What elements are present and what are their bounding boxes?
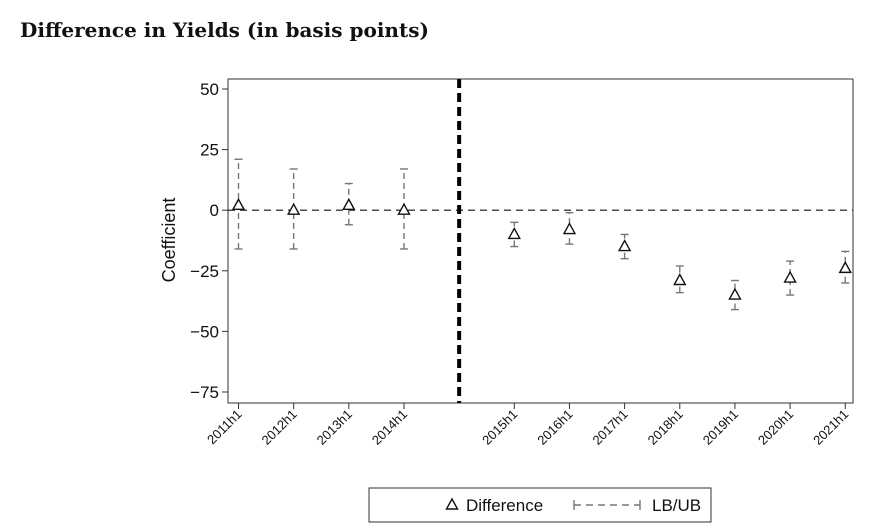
data-point-marker xyxy=(728,287,742,300)
legend: Difference LB/UB xyxy=(368,487,712,523)
y-tick-label: 25 xyxy=(200,141,219,160)
legend-label-lbub: LB/UB xyxy=(652,496,701,515)
legend-triangle-symbol xyxy=(445,497,459,510)
x-tick-label: 2013h1 xyxy=(314,407,355,448)
data-point-marker xyxy=(617,239,632,252)
plot-frame xyxy=(227,78,854,404)
x-tick-label: 2020h1 xyxy=(755,407,796,448)
x-tick-label: 2014h1 xyxy=(369,407,410,448)
plot-area-border xyxy=(227,78,854,404)
data-point-marker xyxy=(507,226,521,240)
x-tick-label: 2018h1 xyxy=(645,407,686,448)
y-tick-label: −75 xyxy=(190,383,219,402)
y-tick-label: −50 xyxy=(190,322,219,341)
x-tick-label: 2021h1 xyxy=(810,407,851,448)
y-tick-label: 0 xyxy=(210,201,219,220)
data-point-marker xyxy=(342,197,356,211)
data-point-marker xyxy=(838,260,852,274)
legend-box xyxy=(368,487,712,523)
data-point-marker xyxy=(673,273,687,286)
chart-title: Difference in Yields (in basis points) xyxy=(20,18,429,42)
x-axis: 2011h1 2012h1 2013h1 2014h1 2015h1 2016h1 2017… xyxy=(204,403,851,448)
legend-label-difference: Difference xyxy=(466,496,543,515)
x-tick-label: 2012h1 xyxy=(258,407,299,448)
y-axis: 50 25 0 −25 −50 −75 xyxy=(190,80,228,402)
data-point-marker xyxy=(231,197,246,211)
x-tick-label: 2016h1 xyxy=(534,407,575,448)
data-point-marker xyxy=(286,202,301,215)
x-tick-label: 2019h1 xyxy=(700,407,741,448)
y-axis-label: Coefficient xyxy=(159,198,179,283)
y-tick-label: −25 xyxy=(190,262,219,281)
data-point-marker xyxy=(783,270,797,283)
y-tick-label: 50 xyxy=(200,80,219,99)
x-tick-label: 2011h1 xyxy=(204,407,245,448)
data-point-marker xyxy=(562,222,577,235)
x-tick-label: 2015h1 xyxy=(479,407,520,448)
reference-lines xyxy=(228,79,853,403)
data-point-marker xyxy=(397,202,411,215)
x-tick-label: 2017h1 xyxy=(589,407,630,448)
series-difference xyxy=(231,158,852,311)
